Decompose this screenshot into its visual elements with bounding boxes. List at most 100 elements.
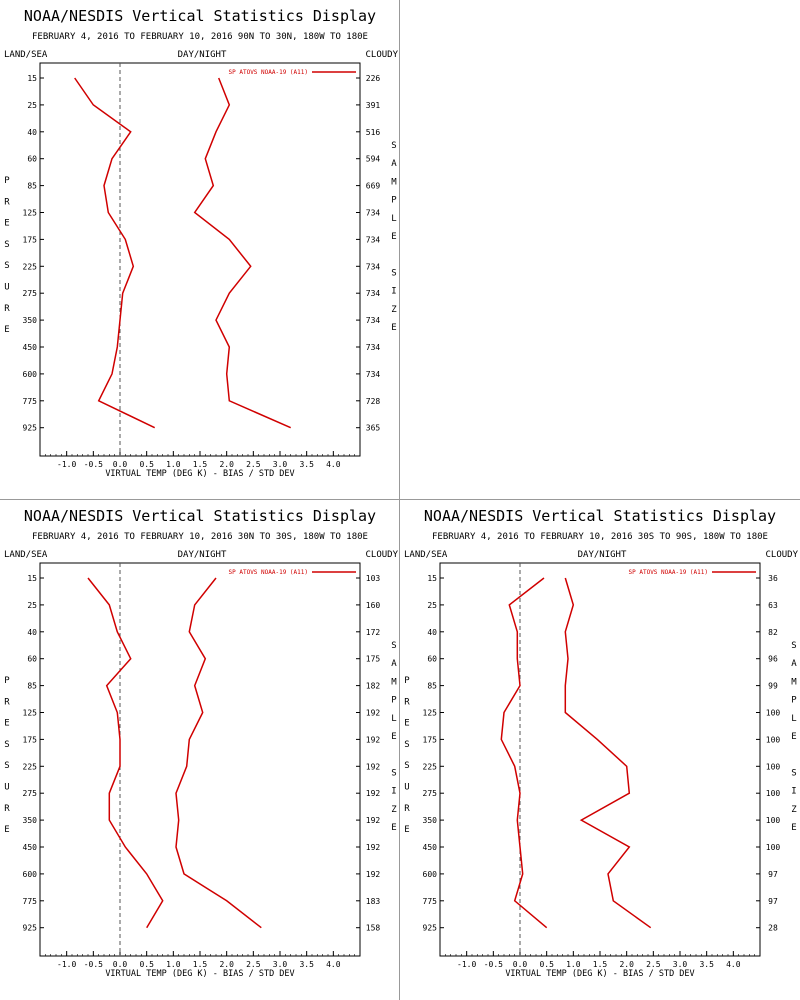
- x-tick-label: 3.0: [273, 960, 288, 969]
- bias-series-line: [74, 77, 156, 429]
- pressure-level-label: 275: [423, 789, 438, 798]
- chart-title: NOAA/NESDIS Vertical Statistics Display: [24, 7, 376, 25]
- y-axis-label-letter: P: [404, 676, 410, 686]
- std-dev-series-line: [564, 577, 652, 929]
- sample-size-label: 734: [366, 370, 381, 379]
- y2-axis-label-letter: Z: [391, 305, 397, 315]
- x-axis-label: VIRTUAL TEMP (DEG K) - BIAS / STD DEV: [105, 969, 294, 979]
- pressure-level-label: 600: [23, 370, 38, 379]
- y-axis-label-letter: R: [4, 304, 10, 314]
- pressure-level-label: 15: [27, 74, 37, 83]
- y-axis-label-letter: E: [4, 719, 9, 729]
- y2-axis-label-letter: Z: [391, 805, 397, 815]
- x-tick-label: -1.0: [57, 960, 76, 969]
- y2-axis-label-letter: P: [791, 696, 797, 706]
- x-tick-label: 3.0: [273, 460, 288, 469]
- y-axis-label-letter: S: [404, 761, 409, 771]
- pressure-level-label: 225: [23, 262, 38, 271]
- x-axis-label: VIRTUAL TEMP (DEG K) - BIAS / STD DEV: [105, 469, 294, 479]
- header-cloudy: CLOUDY: [365, 550, 398, 560]
- sample-size-label: 391: [366, 101, 381, 110]
- sample-size-label: 192: [366, 735, 381, 744]
- x-tick-label: -0.5: [84, 460, 103, 469]
- y2-axis-label-letter: I: [391, 787, 396, 797]
- x-tick-label: 1.0: [566, 960, 581, 969]
- y2-axis-label-letter: S: [391, 141, 396, 151]
- x-tick-label: 1.5: [193, 460, 208, 469]
- pressure-level-label: 775: [23, 897, 38, 906]
- x-tick-label: 3.0: [673, 960, 688, 969]
- pressure-level-label: 925: [23, 924, 38, 933]
- y-axis-label-letter: E: [4, 219, 9, 229]
- y-axis-label-letter: S: [4, 261, 9, 271]
- x-tick-label: 1.5: [593, 960, 608, 969]
- chart-svg: NOAA/NESDIS Vertical Statistics Display F…: [4, 7, 399, 479]
- pressure-level-label: 15: [427, 574, 437, 583]
- x-tick-label: -1.0: [457, 960, 476, 969]
- sample-size-label: 734: [366, 343, 381, 352]
- y2-axis-label-letter: I: [391, 287, 396, 297]
- sample-size-label: 669: [366, 182, 381, 191]
- pressure-level-label: 775: [423, 897, 438, 906]
- header-land-sea: LAND/SEA: [4, 50, 48, 60]
- y-axis-label-letter: U: [4, 283, 9, 293]
- header-cloudy: CLOUDY: [765, 550, 798, 560]
- pressure-level-label: 350: [23, 816, 38, 825]
- y2-axis-label-letter: I: [791, 787, 796, 797]
- chart-svg: NOAA/NESDIS Vertical Statistics Display F…: [404, 507, 799, 979]
- header-land-sea: LAND/SEA: [4, 550, 48, 560]
- sample-size-label: 516: [366, 128, 381, 137]
- sample-size-label: 594: [366, 155, 381, 164]
- pressure-level-label: 225: [23, 762, 38, 771]
- pressure-level-label: 60: [27, 155, 37, 164]
- sample-size-label: 172: [366, 628, 381, 637]
- header-day-night: DAY/NIGHT: [178, 50, 227, 60]
- x-tick-label: 0.0: [113, 960, 128, 969]
- sample-size-label: 192: [366, 870, 381, 879]
- chart-title: NOAA/NESDIS Vertical Statistics Display: [24, 507, 376, 525]
- header-day-night: DAY/NIGHT: [178, 550, 227, 560]
- pressure-level-label: 25: [427, 601, 437, 610]
- horizontal-divider: [0, 499, 800, 500]
- x-tick-label: 2.0: [219, 960, 234, 969]
- x-tick-label: 3.5: [699, 960, 714, 969]
- sample-size-label: 192: [366, 709, 381, 718]
- chart-panel-90n-30n: NOAA/NESDIS Vertical Statistics Display F…: [0, 0, 400, 500]
- y-axis-label-letter: S: [4, 761, 9, 771]
- x-tick-label: 2.5: [646, 960, 661, 969]
- y2-axis-label-letter: L: [791, 714, 796, 724]
- sample-size-label: 192: [366, 843, 381, 852]
- x-tick-label: -0.5: [484, 960, 503, 969]
- y2-axis-label-letter: S: [791, 641, 796, 651]
- sample-size-label: 97: [768, 870, 778, 879]
- sample-size-label: 100: [766, 762, 781, 771]
- y-axis-label-letter: R: [4, 804, 10, 814]
- x-tick-label: 4.0: [326, 460, 341, 469]
- x-tick-label: 0.5: [139, 960, 154, 969]
- sample-size-label: 734: [366, 209, 381, 218]
- pressure-level-label: 275: [23, 289, 38, 298]
- x-tick-label: 2.5: [246, 460, 261, 469]
- y-axis-label-letter: E: [404, 719, 409, 729]
- y2-axis-label-letter: M: [791, 677, 797, 687]
- std-dev-series-line: [193, 77, 292, 429]
- pressure-level-label: 25: [27, 601, 37, 610]
- pressure-level-label: 60: [27, 655, 37, 664]
- y-axis-label-letter: E: [4, 825, 9, 835]
- sample-size-label: 100: [766, 735, 781, 744]
- pressure-level-label: 40: [427, 628, 437, 637]
- pressure-level-label: 350: [23, 316, 38, 325]
- sample-size-label: 183: [366, 897, 381, 906]
- y2-axis-label-letter: E: [391, 732, 396, 742]
- y-axis-label-letter: S: [4, 740, 9, 750]
- chart-svg: NOAA/NESDIS Vertical Statistics Display F…: [4, 507, 399, 979]
- y2-axis-label-letter: L: [391, 714, 396, 724]
- pressure-level-label: 125: [23, 709, 38, 718]
- sample-size-label: 226: [366, 74, 381, 83]
- std-dev-series-line: [175, 577, 262, 929]
- pressure-level-label: 40: [27, 628, 37, 637]
- sample-size-label: 100: [766, 709, 781, 718]
- x-tick-label: 1.0: [166, 460, 181, 469]
- y2-axis-label-letter: A: [391, 159, 397, 169]
- y2-axis-label-letter: S: [391, 768, 396, 778]
